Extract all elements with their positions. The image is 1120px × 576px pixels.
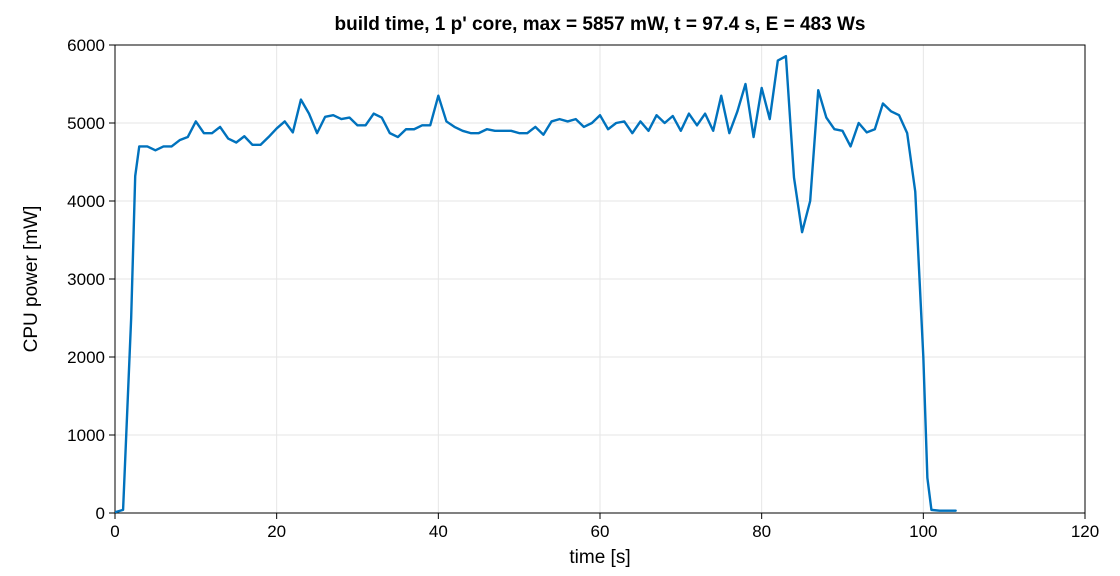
x-tick-label: 0 (110, 522, 119, 541)
chart-container: 0 20 40 60 80 100 120 0 1000 2000 3000 4000 5000 6000… (0, 0, 1120, 576)
y-tick-label: 0 (96, 504, 105, 523)
x-axis-label: time [s] (569, 547, 630, 568)
y-tick-label: 6000 (67, 36, 105, 55)
x-tick-label: 100 (909, 522, 937, 541)
chart-title: build time, 1 p' core, max = 5857 mW, t … (335, 14, 866, 35)
line-chart: 0 20 40 60 80 100 120 0 1000 2000 3000 4000 5000 6000… (0, 0, 1120, 576)
y-tick-label: 3000 (67, 270, 105, 289)
y-axis-label: CPU power [mW] (21, 206, 42, 353)
x-tick-label: 60 (591, 522, 610, 541)
x-tick-label: 40 (429, 522, 448, 541)
x-tick-label: 80 (752, 522, 771, 541)
x-tick-label: 120 (1071, 522, 1099, 541)
y-tick-label: 1000 (67, 426, 105, 445)
y-tick-label: 4000 (67, 192, 105, 211)
x-tick-label: 20 (267, 522, 286, 541)
y-tick-label: 5000 (67, 114, 105, 133)
y-tick-label: 2000 (67, 348, 105, 367)
